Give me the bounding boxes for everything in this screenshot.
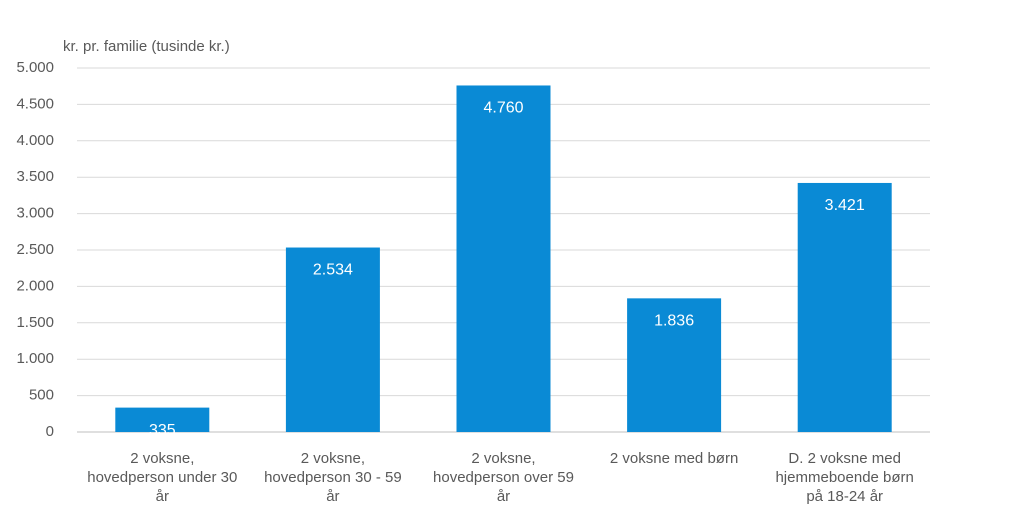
chart-title: kr. pr. familie (tusinde kr.) <box>63 38 230 55</box>
bar <box>456 85 551 433</box>
x-tick-label: D. 2 voksne med hjemmeboende børn på 18-… <box>775 450 914 505</box>
x-tick-label: 2 voksne med børn <box>609 450 739 467</box>
x-tick-label: 2 voksne, hovedperson over 59 år <box>433 450 574 505</box>
data-label: 4.760 <box>483 100 523 117</box>
x-tick-label: 2 voksne, hovedperson 30 - 59 år <box>264 450 402 505</box>
data-label: 2.534 <box>313 262 353 279</box>
y-tick-label: 0 <box>46 423 54 440</box>
data-label: 335 <box>149 422 176 439</box>
y-tick-label: 500 <box>29 387 54 404</box>
data-label: 1.836 <box>654 313 694 330</box>
y-tick-label: 1.500 <box>16 314 54 331</box>
bar <box>285 247 380 432</box>
y-tick-label: 3.000 <box>16 205 54 222</box>
y-tick-label: 5.000 <box>16 59 54 76</box>
data-label: 3.421 <box>825 197 865 214</box>
x-tick-label: 2 voksne, hovedperson under 30 år <box>87 450 238 505</box>
y-tick-label: 2.500 <box>16 241 54 258</box>
y-tick-label: 2.000 <box>16 277 54 294</box>
y-tick-label: 4.500 <box>16 95 54 112</box>
y-tick-label: 4.000 <box>16 132 54 149</box>
bar <box>797 182 892 432</box>
y-tick-label: 3.500 <box>16 168 54 185</box>
bar <box>627 298 722 432</box>
bar <box>115 407 210 432</box>
y-tick-label: 1.000 <box>16 350 54 367</box>
